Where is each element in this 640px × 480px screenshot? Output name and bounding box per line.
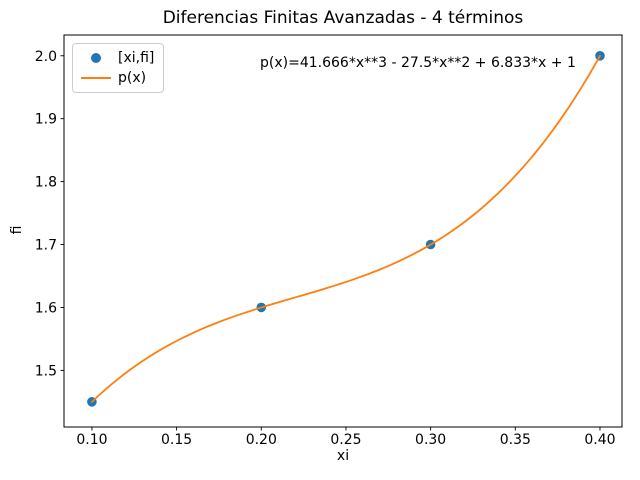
x-tick-label: 0.20 <box>246 432 277 448</box>
axes-spines <box>63 34 623 428</box>
chart-title: Diferencias Finitas Avanzadas - 4 términ… <box>162 8 524 28</box>
legend-marker-area <box>79 77 113 79</box>
polynomial-curve <box>91 54 601 403</box>
y-axis-label: fi <box>9 225 25 235</box>
polynomial-annotation: p(x)=41.666*x**3 - 27.5*x**2 + 6.833*x +… <box>260 55 576 71</box>
y-tick-label: 1.7 <box>35 238 57 254</box>
y-tick-label: 1.8 <box>35 175 57 191</box>
legend-item-points: [xi,fi] <box>79 48 157 68</box>
line-marker-icon <box>81 77 111 79</box>
legend-label-line: p(x) <box>118 70 147 86</box>
legend-marker-area <box>79 53 113 63</box>
scatter-marker-icon <box>91 53 101 63</box>
x-tick-label: 0.25 <box>330 432 361 448</box>
x-tick-label: 0.15 <box>161 432 192 448</box>
y-tick-label: 1.9 <box>35 112 57 128</box>
x-axis-label: xi <box>336 448 350 464</box>
y-tick-label: 2.0 <box>35 49 57 65</box>
y-tick-label: 1.6 <box>35 300 57 316</box>
x-tick-label: 0.10 <box>76 432 107 448</box>
x-tick-label: 0.30 <box>415 432 446 448</box>
legend-item-line: p(x) <box>79 68 157 88</box>
x-tick-label: 0.35 <box>500 432 531 448</box>
x-tick-label: 0.40 <box>584 432 615 448</box>
y-tick-label: 1.5 <box>35 363 57 379</box>
legend: [xi,fi] p(x) <box>72 43 164 93</box>
legend-label-points: [xi,fi] <box>118 50 155 66</box>
